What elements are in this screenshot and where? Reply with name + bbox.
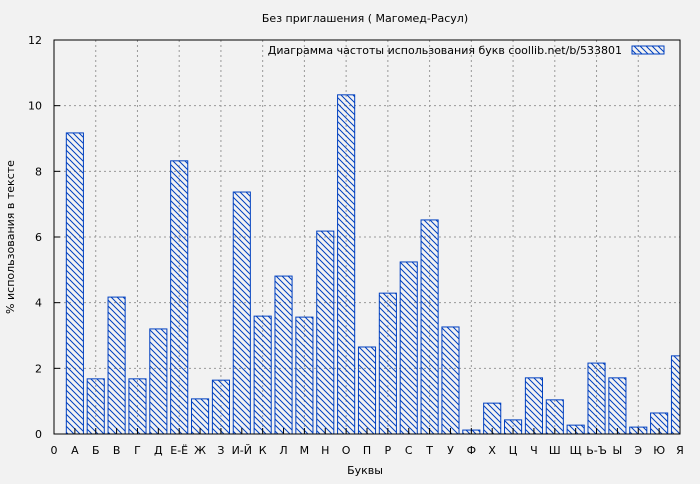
bar-Б [86, 378, 105, 435]
y-tick-label: 10 [28, 100, 42, 113]
x-tick-label: Р [385, 444, 392, 457]
x-tick-label: И-Й [232, 444, 252, 457]
x-tick-label: Я [676, 444, 684, 457]
x-tick-label: Е-Ё [170, 444, 188, 457]
x-tick-label: Н [321, 444, 329, 457]
x-tick-label: Э [634, 444, 642, 457]
bar-Р [378, 292, 397, 435]
x-tick-label: Ц [509, 444, 518, 457]
bar-Е-Ё [170, 160, 189, 435]
y-tick-label: 8 [35, 165, 42, 178]
x-tick-label: У [447, 444, 454, 457]
x-tick-label: П [363, 444, 371, 457]
bar-Я [670, 355, 681, 435]
x-tick-label: Ь-Ъ [586, 444, 607, 457]
bar-Ы [608, 377, 627, 435]
y-tick-label: 12 [28, 34, 42, 47]
x-tick-label: Ч [530, 444, 538, 457]
x-tick-label: К [259, 444, 267, 457]
y-axis-label: % использования в тексте [4, 160, 17, 314]
x-tick-label: Г [134, 444, 141, 457]
legend-swatch [631, 45, 665, 55]
x-tick-label: М [300, 444, 310, 457]
legend-label: Диаграмма частоты использования букв coo… [268, 44, 622, 57]
x-tick-label: В [113, 444, 121, 457]
bar-С [399, 261, 418, 435]
x-tick-label: Ы [613, 444, 623, 457]
bar-И-Й [232, 191, 251, 435]
x-tick-label: Х [488, 444, 496, 457]
bar-М [295, 316, 314, 435]
bar-К [253, 315, 272, 435]
x-tick-label: О [342, 444, 351, 457]
chart-title: Без приглашения ( Магомед-Расул) [262, 12, 468, 25]
y-tick-label: 2 [35, 362, 42, 375]
bar-Д [149, 328, 168, 435]
bar-Г [128, 378, 147, 435]
bar-З [211, 379, 230, 435]
x-tick-label: Ю [653, 444, 665, 457]
x-tick-label: Т [425, 444, 433, 457]
bar-Н [316, 230, 335, 435]
legend: Диаграмма частоты использования букв coo… [268, 44, 665, 57]
x-tick-label: З [217, 444, 224, 457]
x-tick-label: С [405, 444, 413, 457]
x-tick-label: А [71, 444, 79, 457]
bar-У [441, 326, 460, 435]
x-tick-label: Ф [467, 444, 476, 457]
y-tick-label: 4 [35, 297, 42, 310]
bar-П [357, 346, 377, 435]
bar-Т [420, 219, 439, 435]
x-axis-label: Буквы [347, 464, 383, 477]
x-tick-label: Л [279, 444, 287, 457]
x-tick-label: Д [154, 444, 163, 457]
bar-Ч [524, 377, 543, 435]
bar-А [65, 132, 84, 435]
y-tick-label: 6 [35, 231, 42, 244]
x-tick-label: Б [92, 444, 100, 457]
x-tick-label: 0 [51, 444, 58, 457]
y-tick-label: 0 [35, 428, 42, 441]
bar-Ь-Ъ [587, 362, 606, 435]
bar-Л [274, 275, 293, 435]
x-tick-label: Щ [570, 444, 582, 457]
x-tick-label: Ш [549, 444, 561, 457]
x-tick-label: Ж [194, 444, 206, 457]
bar-В [107, 296, 126, 435]
bar-О [337, 94, 356, 435]
